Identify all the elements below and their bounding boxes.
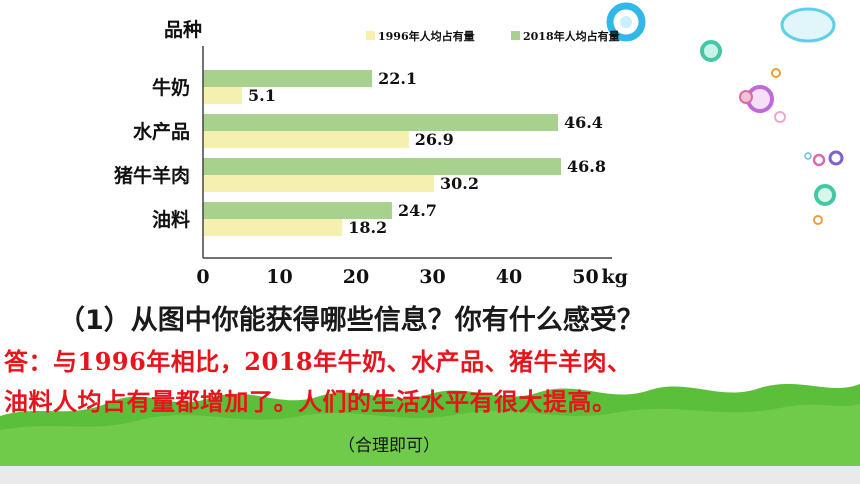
bubble <box>813 215 823 225</box>
bar-1996 <box>203 219 343 236</box>
data-label: 18.2 <box>348 218 387 237</box>
bubbles-decoration <box>606 2 844 225</box>
category-label: 牛奶 <box>152 76 190 99</box>
bubble <box>812 153 826 167</box>
x-tick-label: 30 <box>419 266 445 288</box>
x-tick-label: 20 <box>343 266 369 288</box>
answer-note: （合理即可） <box>338 436 440 456</box>
x-tick-label: 10 <box>266 266 292 288</box>
legend: 1996年人均占有量 2018年人均占有量 <box>366 29 620 43</box>
value-labels: 22.1 5.1 46.4 26.9 46.8 30.224.7 18.2 <box>248 69 606 237</box>
bar-1996 <box>203 87 243 104</box>
bubble <box>739 90 753 104</box>
y-axis-title: 品种 <box>164 19 202 41</box>
x-tick-label: 40 <box>496 266 522 288</box>
question-text: （1）从图中你能获得哪些信息？你有什么感受？ <box>58 305 644 336</box>
answer-line-1: 答：与1996年相比，2018年牛奶、水产品、猪牛羊肉、 <box>4 347 632 376</box>
bar-1996 <box>203 175 435 192</box>
x-tick-labels: 0 10 20 30 40 50 kg <box>196 266 628 288</box>
bars <box>203 70 562 236</box>
category-label: 水产品 <box>133 120 190 143</box>
bubble <box>774 111 786 123</box>
data-label: 22.1 <box>378 69 417 88</box>
bar-2018 <box>203 70 373 87</box>
legend-label: 2018年人均占有量 <box>523 29 620 43</box>
bar-2018 <box>203 202 392 219</box>
bar-2018 <box>203 114 558 131</box>
legend-swatch <box>511 31 520 40</box>
x-unit-label: kg <box>602 266 628 288</box>
bubble <box>828 150 844 166</box>
bubble <box>771 68 781 78</box>
bubble <box>780 7 836 43</box>
data-label: 5.1 <box>248 86 276 105</box>
bubble <box>620 16 632 28</box>
data-label: 24.7 <box>398 201 437 220</box>
bar-1996 <box>203 131 409 148</box>
bubble <box>700 40 722 62</box>
bubble <box>606 2 646 42</box>
legend-swatch <box>366 31 375 40</box>
answer-line-2: 油料人均占有量都增加了。人们的生活水平有很大提高。 <box>4 387 617 416</box>
x-tick-label: 50 <box>572 266 598 288</box>
data-label: 46.8 <box>567 157 606 176</box>
data-label: 26.9 <box>415 130 454 149</box>
bar-2018 <box>203 158 562 175</box>
bubble <box>814 184 836 206</box>
category-label: 猪牛羊肉 <box>113 164 190 187</box>
x-tick-label: 0 <box>196 266 209 288</box>
category-label: 油料 <box>152 208 190 231</box>
legend-label: 1996年人均占有量 <box>378 29 475 43</box>
grass-highlight <box>0 404 860 466</box>
data-label: 30.2 <box>440 174 479 193</box>
bottom-strip <box>0 466 860 484</box>
bubble <box>804 152 812 160</box>
data-label: 46.4 <box>564 113 603 132</box>
